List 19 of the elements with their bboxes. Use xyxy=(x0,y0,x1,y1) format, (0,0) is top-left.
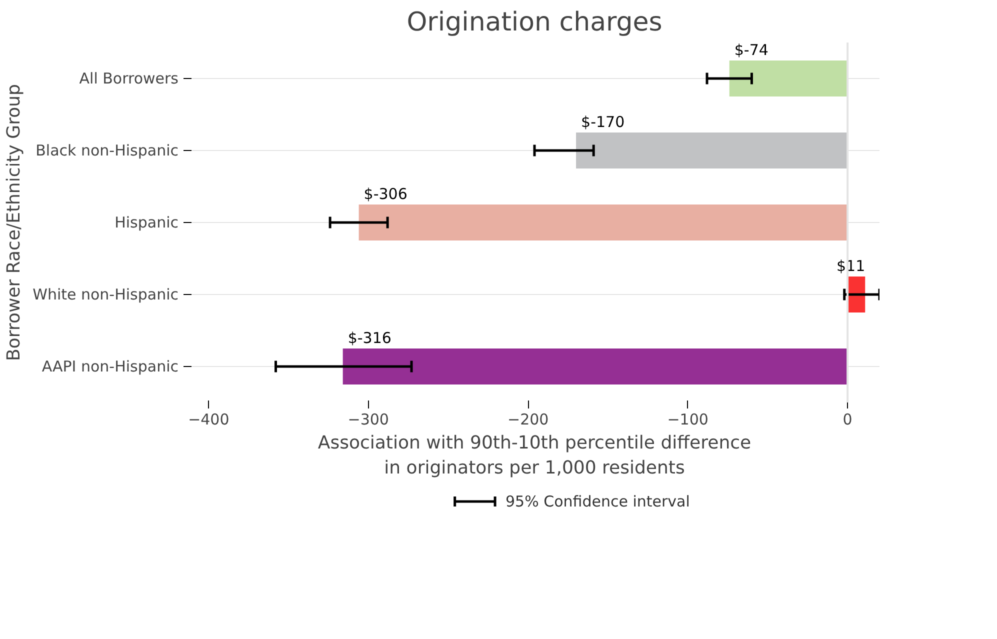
x-tick-label: −200 xyxy=(508,410,549,428)
data-label: $-170 xyxy=(581,113,625,132)
data-label: $-316 xyxy=(348,329,392,348)
data-label: $-74 xyxy=(734,41,768,60)
text: 95% Confidence interval xyxy=(505,492,690,510)
x-tick-label: 0 xyxy=(842,410,852,428)
x-tick-label: −300 xyxy=(348,410,389,428)
y-tick-label: Black non-Hispanic xyxy=(36,142,179,160)
data-label: $11 xyxy=(836,257,866,276)
chart-title: Origination charges xyxy=(406,8,662,38)
y-tick-label: All Borrowers xyxy=(79,70,179,88)
y-tick-label: White non-Hispanic xyxy=(32,286,179,304)
x-axis-title: Association with 90th-10th percentile difference in originators per 1,000 residents xyxy=(318,432,752,479)
x-tick-label: −100 xyxy=(667,410,708,428)
y-axis-title: Borrower Race/Ethnicity Group xyxy=(4,84,25,361)
data-label: $-306 xyxy=(364,185,408,204)
y-tick-label: AAPI non-Hispanic xyxy=(42,358,179,376)
x-tick-label: −400 xyxy=(188,410,230,428)
y-tick-label: Hispanic xyxy=(114,214,179,232)
